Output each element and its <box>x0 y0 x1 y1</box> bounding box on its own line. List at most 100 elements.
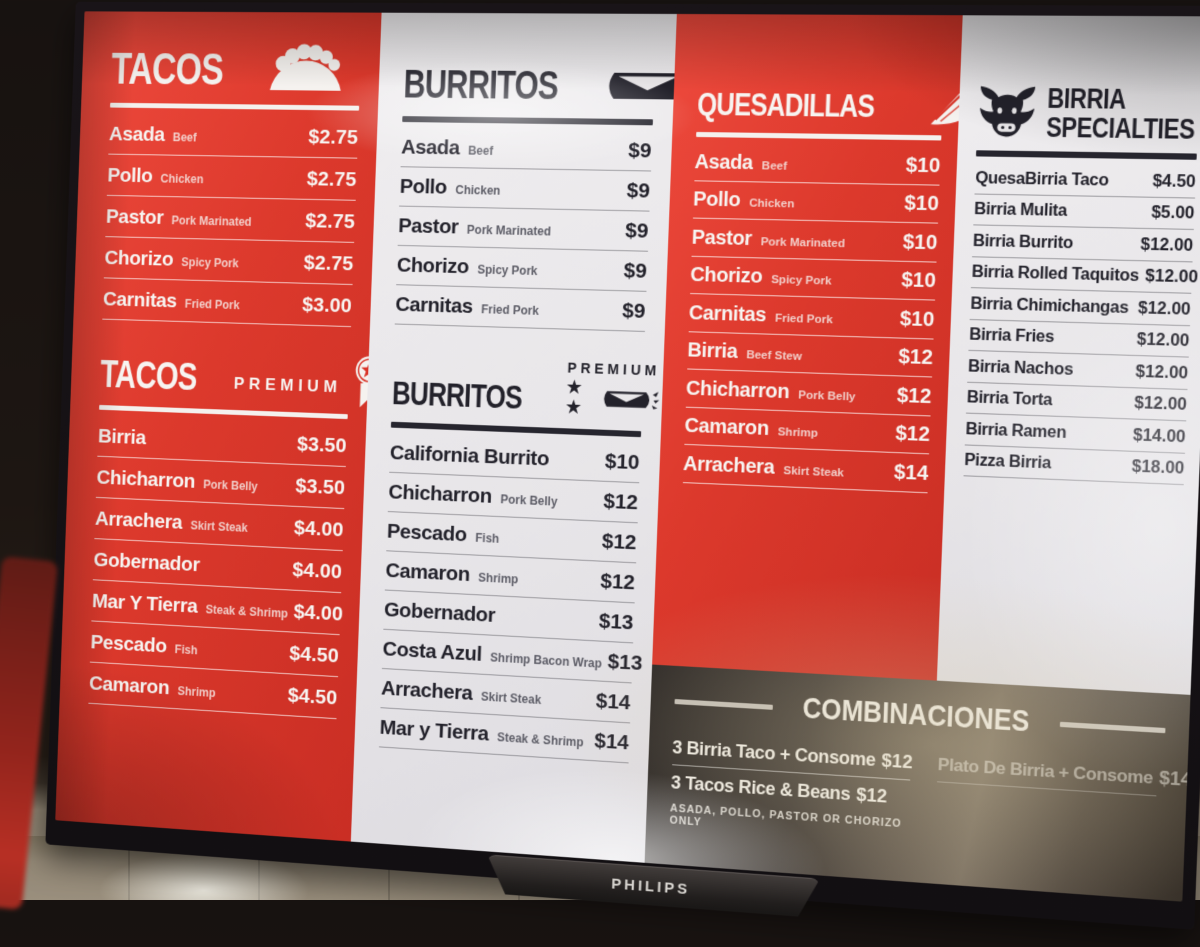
stars-icon: ★ ★ <box>565 377 585 417</box>
menu-screen: TACOS Asada Beef $2.75 Pollo Chicken $2.75 P… <box>55 11 1200 902</box>
item-desc: Shrimp <box>177 684 216 700</box>
item-name: 3 Tacos Rice & Beans <box>670 772 851 805</box>
header-underline <box>695 131 942 141</box>
title-rule-right <box>1060 721 1166 733</box>
menu-item-row: QuesaBirria Taco $4.50 <box>974 162 1197 199</box>
premium-badge: PREMIUM ★ ★ <box>566 360 661 421</box>
header-underline <box>110 102 360 111</box>
item-price: $10 <box>604 449 640 475</box>
item-name: Camaron <box>88 672 170 700</box>
item-name: Chorizo <box>104 246 174 271</box>
item-desc: Beef <box>761 159 788 173</box>
section-subtitle: PREMIUM <box>233 374 342 397</box>
item-name: Arrachera <box>682 452 775 479</box>
menu-item-row: Chorizo Spicy Pork $2.75 <box>103 237 354 286</box>
section-title: TACOS <box>110 43 225 95</box>
item-name: California Burrito <box>389 441 550 471</box>
item-price: $10 <box>905 153 941 177</box>
item-name: Pescado <box>90 630 168 658</box>
title-rule-left <box>674 698 774 710</box>
item-price: $12.00 <box>1144 267 1199 287</box>
section-title: TACOS <box>99 353 198 399</box>
item-price: $12.00 <box>1136 331 1190 351</box>
combo-right-column: Plato De Birria + Consome $14 <box>935 746 1192 860</box>
section-subtitle: PREMIUM <box>567 359 661 379</box>
item-desc: Chicken <box>160 171 204 187</box>
item-desc: Skirt Steak <box>480 689 542 708</box>
item-name: Birria Torta <box>966 389 1053 410</box>
item-desc: Pork Marinated <box>171 213 252 229</box>
item-name: Birria <box>687 339 738 364</box>
menu-item-row: Chorizo Spicy Pork $9 <box>396 245 648 292</box>
item-price: $14 <box>893 460 929 485</box>
item-name: Birria Chimichangas <box>970 294 1129 317</box>
item-name: Asada <box>108 122 166 146</box>
item-price: $10 <box>899 307 935 331</box>
item-desc: Fish <box>475 530 500 546</box>
item-name: 3 Birria Taco + Consome <box>672 737 876 771</box>
panel-combinaciones: COMBINACIONES 3 Birria Taco + Consome $12… <box>644 664 1192 902</box>
item-desc: Pork Marinated <box>466 222 552 239</box>
item-name: Birria Mulita <box>973 200 1068 221</box>
combo-item-row: Plato De Birria + Consome $14 <box>937 746 1192 797</box>
item-price: $12 <box>603 489 639 515</box>
menu-item-row: Pastor Pork Marinated $10 <box>691 218 939 263</box>
section-header-tacos: TACOS <box>111 40 362 97</box>
item-name: Pizza Birria <box>963 451 1052 473</box>
item-name: Camaron <box>385 559 471 586</box>
item-name: Birria Rolled Taquitos <box>971 263 1140 286</box>
item-name: Chicharron <box>387 480 493 508</box>
taco-icon <box>269 43 342 91</box>
item-name: Chicharron <box>685 376 790 403</box>
header-underline <box>402 116 653 126</box>
item-name: Pescado <box>386 519 468 547</box>
item-name: Carnitas <box>102 287 178 313</box>
panel-tacos: TACOS Asada Beef $2.75 Pollo Chicken $2.75 P… <box>55 11 381 842</box>
item-price: $12 <box>896 384 932 408</box>
item-desc: Pork Belly <box>203 477 258 494</box>
item-price: $9 <box>627 139 652 163</box>
section-title: BURRITOS <box>402 62 559 109</box>
item-name: Gobernador <box>93 548 201 577</box>
section-title: QUESADILLAS <box>696 85 875 125</box>
item-price: $14 <box>595 689 631 715</box>
item-name: Pollo <box>692 188 741 212</box>
item-name: Chicharron <box>96 466 196 493</box>
item-price: $13 <box>598 609 634 635</box>
item-price: $12 <box>881 750 913 773</box>
item-desc: Beef <box>467 143 494 158</box>
item-name: Birria Burrito <box>972 232 1074 253</box>
item-name: Birria Nachos <box>967 357 1074 379</box>
section-title: BURRITOS <box>391 374 523 417</box>
item-price: $14.00 <box>1132 426 1186 447</box>
item-desc: Shrimp <box>478 570 519 587</box>
menu-item-row: Carnitas Fried Pork $3.00 <box>102 278 353 328</box>
section-title-line1: BIRRIA <box>1046 82 1127 115</box>
burrito-small-icon <box>603 391 660 410</box>
item-price: $2.75 <box>308 125 359 149</box>
item-name: Birria <box>97 425 147 450</box>
menu-item-row: Carnitas Fried Pork $9 <box>394 285 647 332</box>
section-header-birria: BIRRIA SPECIALTIES <box>977 82 1200 145</box>
item-name: Birria Ramen <box>965 420 1067 442</box>
item-desc: Pork Belly <box>500 492 558 509</box>
item-name: Plato De Birria + Consome <box>937 754 1154 788</box>
menu-item-row: Pastor Pork Marinated $9 <box>397 206 650 252</box>
menu-item-row: Arrachera Skirt Steak $14 <box>682 444 930 493</box>
panel-birria-specialties: BIRRIA SPECIALTIES QuesaBirria Taco $4.50… <box>936 15 1200 695</box>
item-desc: Fried Pork <box>184 296 240 313</box>
menu-item-row: Asada Beef $9 <box>400 127 653 172</box>
item-price: $9 <box>624 219 649 243</box>
menu-item-row: Chorizo Spicy Pork $10 <box>689 256 937 301</box>
item-price: $10 <box>900 268 937 293</box>
section-title: BIRRIA SPECIALTIES <box>1046 82 1200 145</box>
section-header-burritos-premium: BURRITOS PREMIUM ★ ★ <box>391 354 660 422</box>
item-price: $12 <box>897 345 934 370</box>
item-desc: Pork Belly <box>797 388 856 404</box>
item-price: $2.75 <box>304 209 356 234</box>
item-price: $9 <box>626 179 651 203</box>
item-price: $14 <box>593 729 630 755</box>
item-desc: Chicken <box>455 182 501 198</box>
item-price: $4.00 <box>293 600 344 626</box>
section-header-tacos-premium: TACOS PREMIUM <box>99 345 350 408</box>
